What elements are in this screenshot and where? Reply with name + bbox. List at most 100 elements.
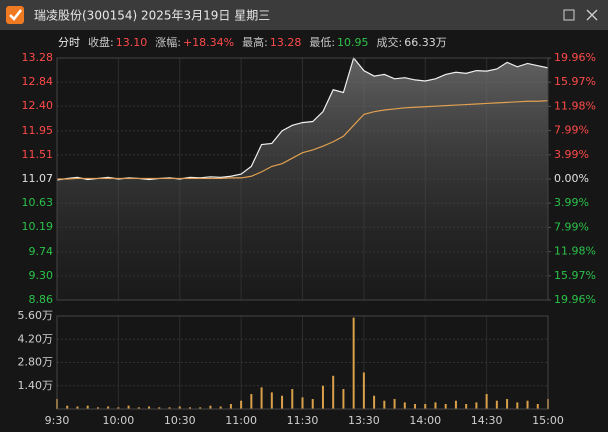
volume-bar <box>158 407 161 409</box>
info-label: 最高: <box>242 35 268 49</box>
x-tick-label: 14:00 <box>409 414 441 427</box>
volume-bar <box>434 402 437 409</box>
x-tick-label: 10:30 <box>164 414 196 427</box>
y-tick-label: 5.60万 <box>18 309 54 322</box>
volume-bar <box>188 407 191 409</box>
volume-bar <box>536 404 539 409</box>
y2-tick-label: 0.00% <box>554 172 589 185</box>
y2-tick-label: 19.96% <box>554 293 596 306</box>
volume-bar <box>475 402 478 409</box>
y-tick-label: 2.80万 <box>18 356 54 369</box>
info-value: 66.33万 <box>404 36 447 49</box>
volume-bar <box>168 407 171 409</box>
x-tick-label: 9:30 <box>45 414 70 427</box>
volume-bar <box>117 407 120 409</box>
volume-bar <box>516 402 519 409</box>
volume-bar <box>291 389 294 409</box>
volume-bar <box>506 399 509 409</box>
y2-tick-label: 15.97% <box>554 75 596 88</box>
volume-bar <box>229 404 232 409</box>
volume-bar <box>209 405 212 409</box>
y2-tick-label: 11.98% <box>554 99 596 112</box>
y2-tick-label: 7.99% <box>554 220 589 233</box>
volume-bar <box>96 407 99 409</box>
series-line <box>57 100 549 180</box>
app-icon <box>6 6 24 24</box>
volume-bar <box>127 405 130 409</box>
volume-bar <box>495 400 498 409</box>
price-area <box>57 58 548 300</box>
maximize-button[interactable] <box>563 9 575 21</box>
volume-bar <box>281 395 284 409</box>
volume-bar <box>240 400 243 409</box>
y2-tick-label: 3.99% <box>554 196 589 209</box>
volume-bar <box>403 402 406 409</box>
volume-bar <box>76 406 79 409</box>
volume-bar <box>107 406 110 409</box>
y-tick-label: 11.51 <box>22 148 54 161</box>
y-tick-label: 9.74 <box>29 245 54 258</box>
info-bar: 分时 收盘: 13.10 涨幅: +18.34% 最高: 13.28 最低: 10.95 成交:… <box>58 35 447 49</box>
volume-bar <box>485 394 488 409</box>
info-label: 成交: <box>377 35 403 49</box>
y2-tick-label: 3.99% <box>554 148 589 161</box>
y-tick-label: 10.63 <box>22 196 54 209</box>
info-value: 10.95 <box>337 36 369 49</box>
volume-bar <box>311 399 314 409</box>
volume-bar <box>414 404 417 409</box>
volume-bar <box>219 406 222 409</box>
volume-bar <box>270 392 273 409</box>
volume-bar <box>199 407 202 409</box>
volume-bar <box>383 400 386 409</box>
y2-tick-label: 15.97% <box>554 269 596 282</box>
volume-bar <box>393 399 396 409</box>
volume-bar <box>362 372 365 409</box>
x-tick-label: 14:30 <box>471 414 503 427</box>
volume-bar <box>250 394 253 409</box>
info-value: +18.34% <box>183 36 234 49</box>
plot-border <box>56 315 549 410</box>
x-tick-label: 11:30 <box>287 414 319 427</box>
x-tick-label: 10:00 <box>103 414 135 427</box>
volume-bar <box>373 395 376 409</box>
volume-bar <box>137 407 140 409</box>
y-tick-label: 4.20万 <box>18 332 54 345</box>
info-label: 最低: <box>309 36 335 49</box>
y-tick-label: 9.30 <box>29 269 54 282</box>
volume-bar <box>86 405 89 409</box>
volume-bar <box>444 404 447 409</box>
close-button[interactable] <box>586 9 598 21</box>
info-value: 13.10 <box>116 36 148 49</box>
volume-bar <box>66 405 69 409</box>
volume-bar <box>352 317 355 409</box>
volume-bar <box>260 387 263 409</box>
plot-border <box>56 57 549 301</box>
info-label: 收盘: <box>88 35 114 49</box>
x-tick-label: 15:00 <box>532 414 564 427</box>
y2-tick-label: 19.96% <box>554 51 596 64</box>
y-tick-label: 10.19 <box>22 220 54 233</box>
y2-tick-label: 7.99% <box>554 124 589 137</box>
volume-bar <box>178 406 181 409</box>
app-icon-check <box>9 9 22 21</box>
title-bar <box>0 0 608 30</box>
volume-bar <box>321 385 324 409</box>
window-title: 瑞凌股份(300154) 2025年3月19日 星期三 <box>34 9 270 23</box>
volume-bar <box>465 404 468 409</box>
x-tick-label: 11:00 <box>225 414 257 427</box>
info-label: 涨幅: <box>155 36 181 49</box>
volume-bar <box>332 375 335 409</box>
y-tick-label: 11.95 <box>22 124 54 137</box>
volume-bar <box>342 389 345 409</box>
x-tick-label: 13:30 <box>348 414 380 427</box>
y-tick-label: 8.86 <box>29 293 54 306</box>
y-tick-label: 13.28 <box>22 51 54 64</box>
volume-bar <box>454 400 457 409</box>
y-tick-label: 12.84 <box>22 75 54 88</box>
volume-bar <box>424 404 427 409</box>
volume-bar <box>301 397 304 409</box>
y-tick-label: 12.40 <box>22 99 54 112</box>
y-tick-label: 1.40万 <box>18 379 54 392</box>
y2-tick-label: 11.98% <box>554 245 596 258</box>
